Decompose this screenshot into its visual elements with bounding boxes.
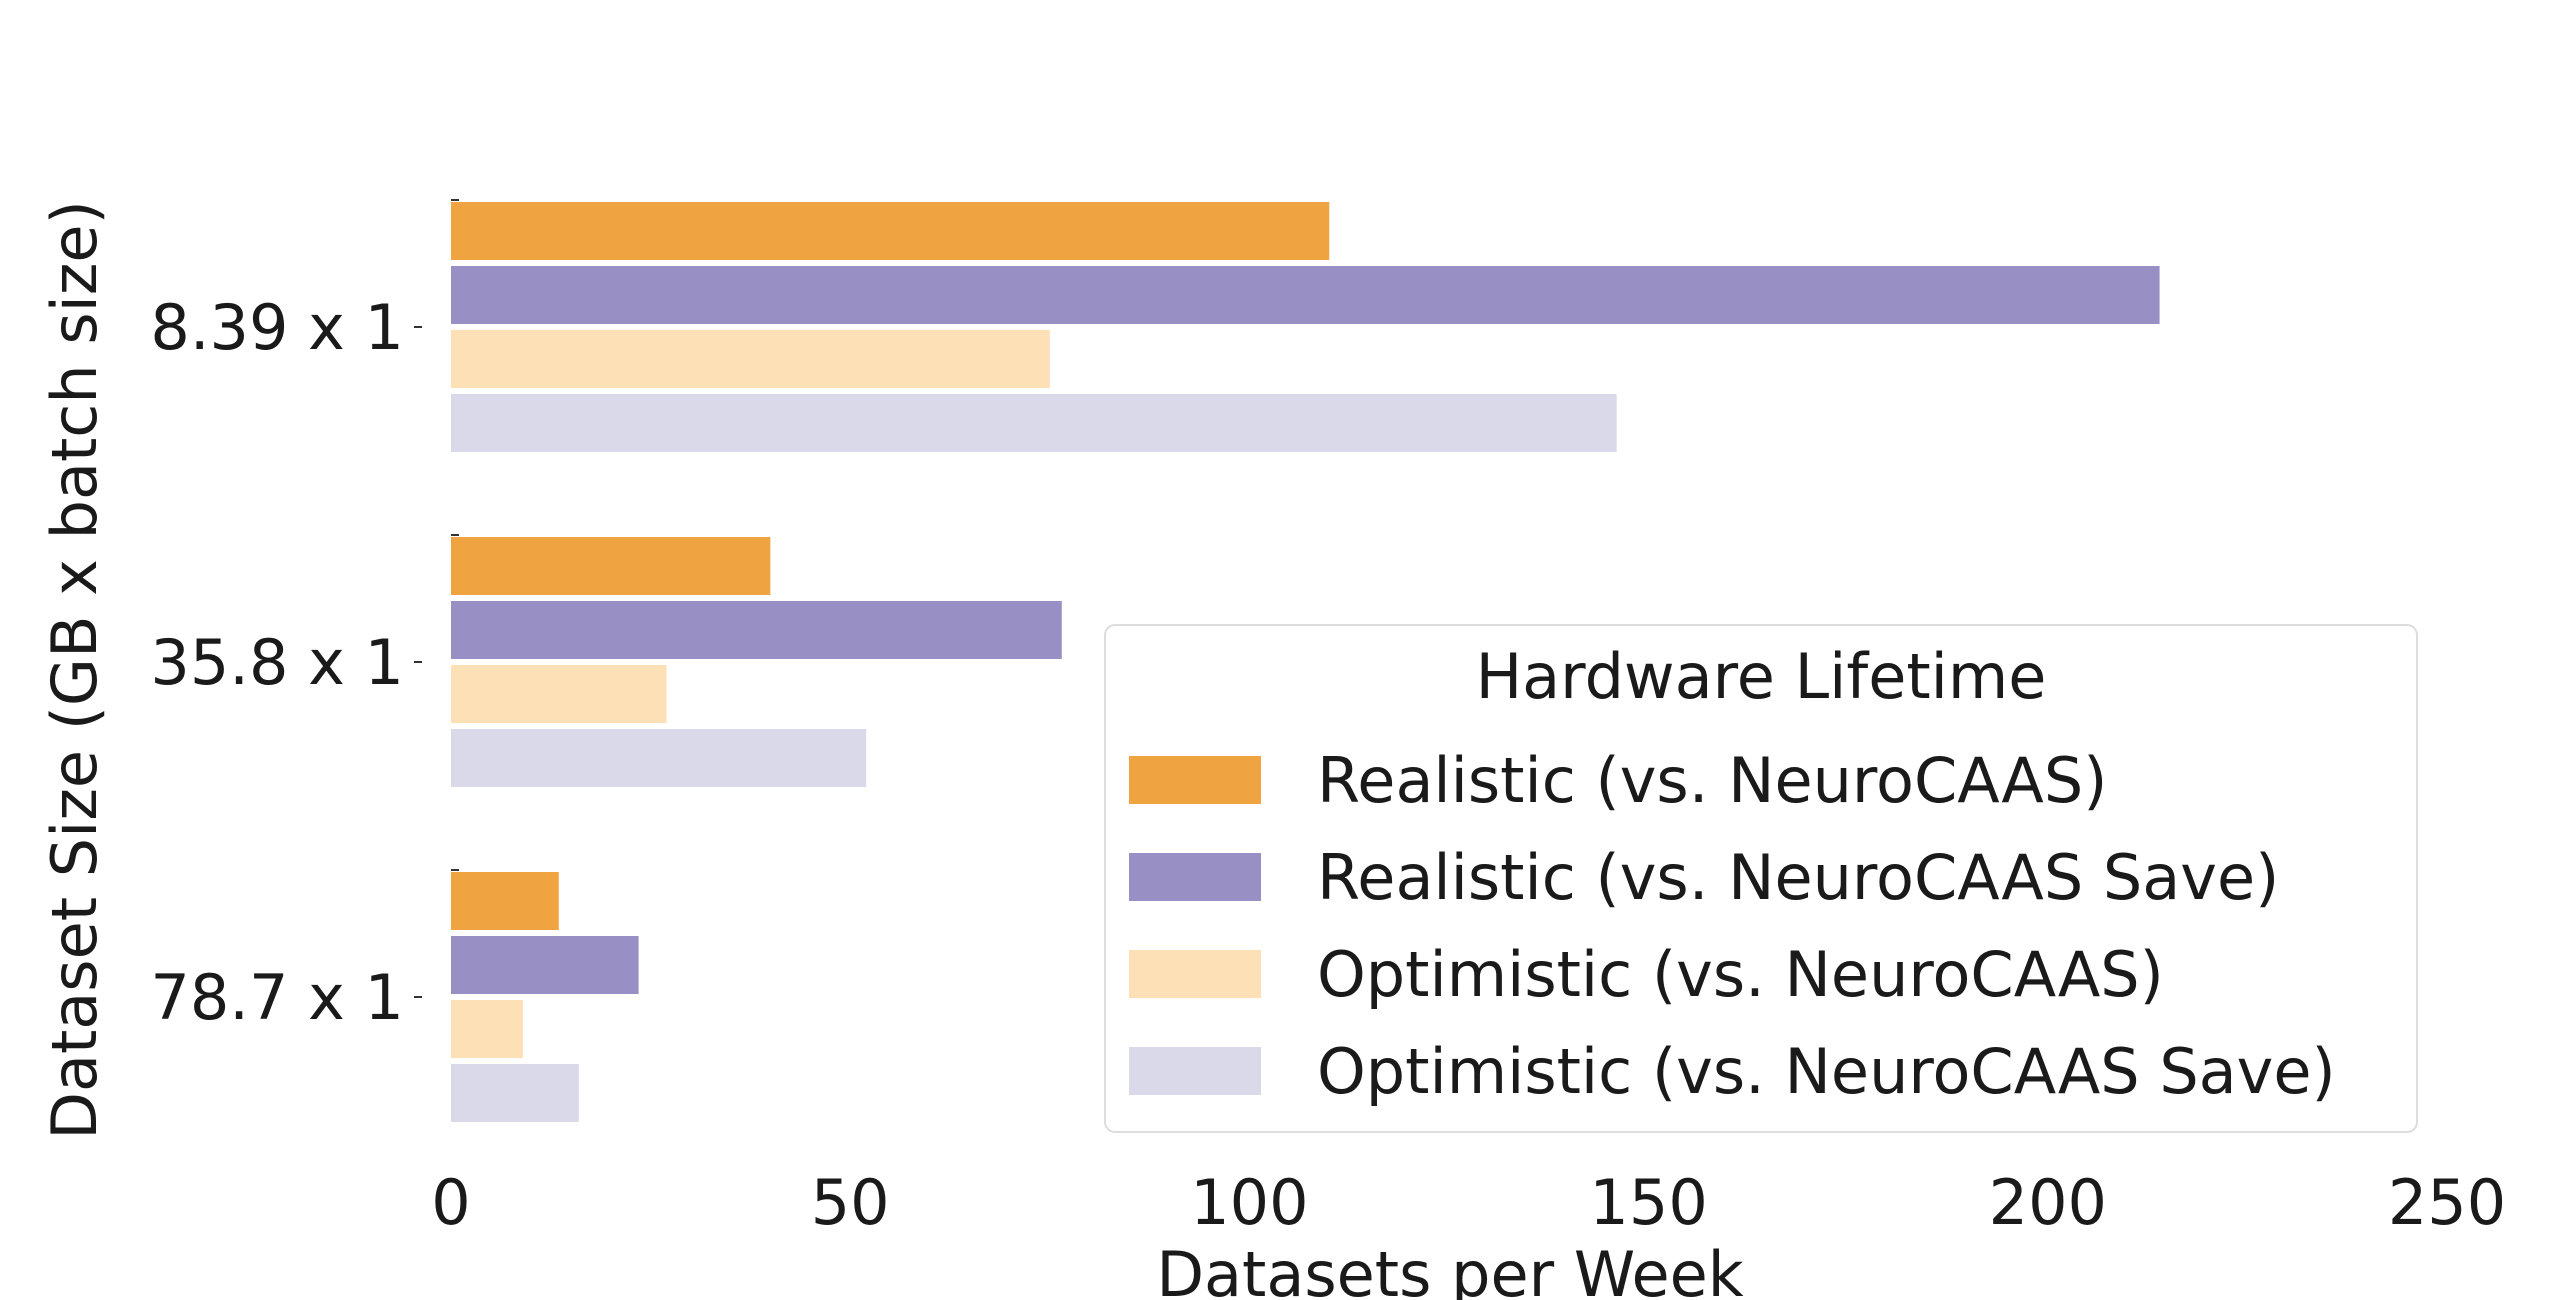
legend-swatch-4 [1129, 1047, 1261, 1095]
bars-group [451, 202, 2160, 1122]
legend-entries: Realistic (vs. NeuroCAAS) Realistic (vs. … [1129, 744, 2336, 1108]
x-tick-label: 250 [2388, 1166, 2506, 1239]
x-tick-label: 0 [431, 1166, 470, 1239]
y-tick-label: 35.8 x 1 [150, 626, 404, 699]
x-tick-label: 200 [1989, 1166, 2107, 1239]
legend-box [1104, 624, 2418, 1133]
legend-title: Hardware Lifetime [1476, 640, 2047, 713]
bar-1-1 [451, 202, 1330, 260]
x-axis-label: Datasets per Week [1156, 1238, 1743, 1300]
legend-label-2: Realistic (vs. NeuroCAAS Save) [1317, 841, 2279, 914]
legend-swatch-2 [1129, 853, 1261, 901]
bar-3-3 [451, 1000, 523, 1058]
bar-4-1 [451, 394, 1617, 452]
bar-1-2 [451, 537, 771, 595]
bar-1-3 [451, 872, 559, 930]
y-tick-label: 8.39 x 1 [150, 291, 404, 364]
x-tick-label: 150 [1589, 1166, 1707, 1239]
legend-label-3: Optimistic (vs. NeuroCAAS) [1317, 938, 2164, 1011]
legend-swatch-3 [1129, 950, 1261, 998]
x-tick-label: 100 [1190, 1166, 1308, 1239]
bar-3-1 [451, 330, 1050, 388]
legend-swatch-1 [1129, 756, 1261, 804]
bar-4-2 [451, 729, 867, 787]
y-axis: 8.39 x 1 35.8 x 1 78.7 x 1 [150, 199, 459, 1034]
y-axis-label: Dataset Size (GB x batch size) [38, 200, 111, 1140]
legend-label-1: Realistic (vs. NeuroCAAS) [1317, 744, 2107, 817]
bar-4-3 [451, 1064, 579, 1122]
bar-2-1 [451, 266, 2160, 324]
legend: Hardware Lifetime Realistic (vs. NeuroCA… [1104, 624, 2418, 1133]
y-tick-label: 78.7 x 1 [150, 961, 404, 1034]
bar-2-3 [451, 936, 639, 994]
bar-2-2 [451, 601, 1062, 659]
bar-3-2 [451, 665, 667, 723]
x-tick-label: 50 [811, 1166, 890, 1239]
legend-label-4: Optimistic (vs. NeuroCAAS Save) [1317, 1035, 2336, 1108]
x-axis: 0 50 100 150 200 250 [431, 1166, 2506, 1239]
